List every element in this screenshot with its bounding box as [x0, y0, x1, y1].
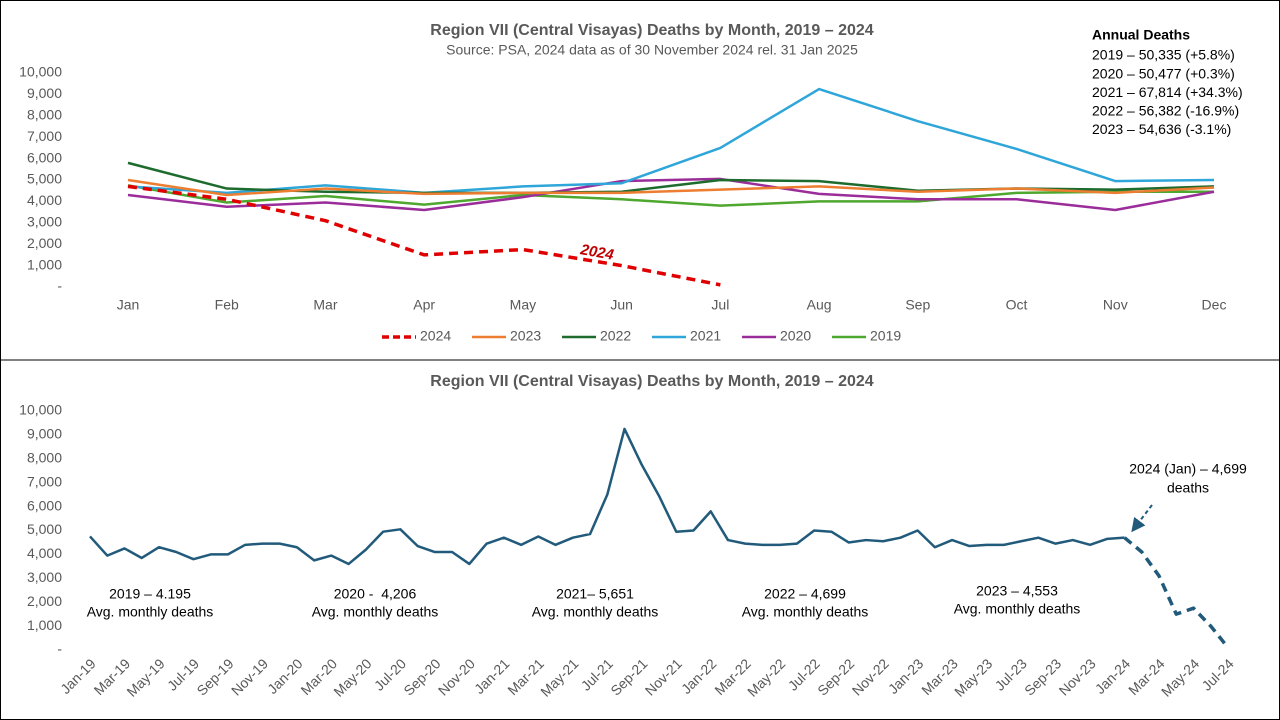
annotation: 2023 – 4,553 [976, 583, 1058, 599]
y-tick-label: 1,000 [27, 256, 62, 272]
chart-title: Region VII (Central Visayas) Deaths by M… [430, 373, 874, 390]
y-tick-label: 8,000 [27, 107, 62, 123]
y-tick-label: 2,000 [27, 235, 62, 251]
legend-label: 2024 [420, 328, 451, 344]
legend-label: 2021 [690, 328, 721, 344]
annual-line: 2019 – 50,335 (+5.8%) [1092, 47, 1235, 63]
x-tick-label: Jun [610, 297, 633, 313]
callout: 2024 (Jan) – 4,699 [1129, 461, 1247, 477]
legend-label: 2022 [600, 328, 631, 344]
callout-arrow [1131, 504, 1153, 533]
y-tick-label: 6,000 [27, 497, 62, 513]
y-tick-label: 8,000 [27, 450, 62, 466]
y-tick-label: 9,000 [27, 426, 62, 442]
annual-line: 2023 – 54,636 (-3.1%) [1092, 121, 1231, 137]
series-line [1123, 536, 1230, 649]
series-line [89, 427, 1125, 566]
series-line [127, 184, 721, 287]
y-tick-label: 3,000 [27, 214, 62, 230]
x-tick-label: Apr [413, 297, 435, 313]
annotation: 2019 – 4.195 [109, 586, 191, 602]
annotation: 2021– 5,651 [556, 586, 634, 602]
annotation-sub: Avg. monthly deaths [312, 604, 439, 620]
annotation-sub: Avg. monthly deaths [954, 601, 1081, 617]
y-tick-label: 7,000 [27, 128, 62, 144]
y-tick-label: 2,000 [27, 593, 62, 609]
series-annotation: 2024 [578, 241, 615, 264]
annotation-sub: Avg. monthly deaths [742, 604, 869, 620]
x-tick-label: Oct [1006, 297, 1028, 313]
annual-title: Annual Deaths [1092, 27, 1190, 43]
y-tick-label: 5,000 [27, 171, 62, 187]
x-tick-label: Mar [313, 297, 337, 313]
y-tick-label: - [57, 278, 62, 294]
x-tick-label: Sep [905, 297, 930, 313]
x-tick-label: Nov [1103, 297, 1128, 313]
legend-label: 2020 [780, 328, 811, 344]
y-tick-label: 5,000 [27, 521, 62, 537]
x-tick-label: Jul [711, 297, 729, 313]
annual-line: 2020 – 50,477 (+0.3%) [1092, 65, 1235, 81]
annual-line: 2021 – 67,814 (+34.3%) [1092, 84, 1243, 100]
y-tick-label: 10,000 [19, 64, 62, 80]
annotation-sub: Avg. monthly deaths [532, 604, 659, 620]
x-tick-label: Feb [215, 297, 239, 313]
y-tick-label: 9,000 [27, 85, 62, 101]
y-tick-label: 3,000 [27, 569, 62, 585]
legend-label: 2023 [510, 328, 541, 344]
annual-line: 2022 – 56,382 (-16.9%) [1092, 103, 1239, 119]
legend-label: 2019 [870, 328, 901, 344]
series-line [127, 177, 1215, 212]
x-tick-label: Dec [1202, 297, 1227, 313]
y-tick-label: 4,000 [27, 545, 62, 561]
chart-title: Region VII (Central Visayas) Deaths by M… [430, 22, 874, 39]
chart-subtitle: Source: PSA, 2024 data as of 30 November… [446, 42, 858, 58]
series-line [127, 184, 1214, 207]
x-tick-label: Jan [117, 297, 140, 313]
annotation-sub: Avg. monthly deaths [87, 604, 214, 620]
y-tick-label: 7,000 [27, 473, 62, 489]
annotation: 2022 – 4,699 [764, 586, 846, 602]
y-tick-label: 6,000 [27, 149, 62, 165]
y-tick-label: 4,000 [27, 192, 62, 208]
callout: deaths [1167, 480, 1209, 496]
x-tick-label: Aug [807, 297, 832, 313]
y-tick-label: 10,000 [19, 402, 62, 418]
x-tick-label: May [510, 297, 536, 313]
annotation: 2020 - 4,206 [334, 586, 417, 602]
series-line [127, 178, 1215, 197]
series-line [127, 87, 1215, 195]
y-tick-label: 1,000 [27, 617, 62, 633]
y-tick-label: - [57, 641, 62, 657]
